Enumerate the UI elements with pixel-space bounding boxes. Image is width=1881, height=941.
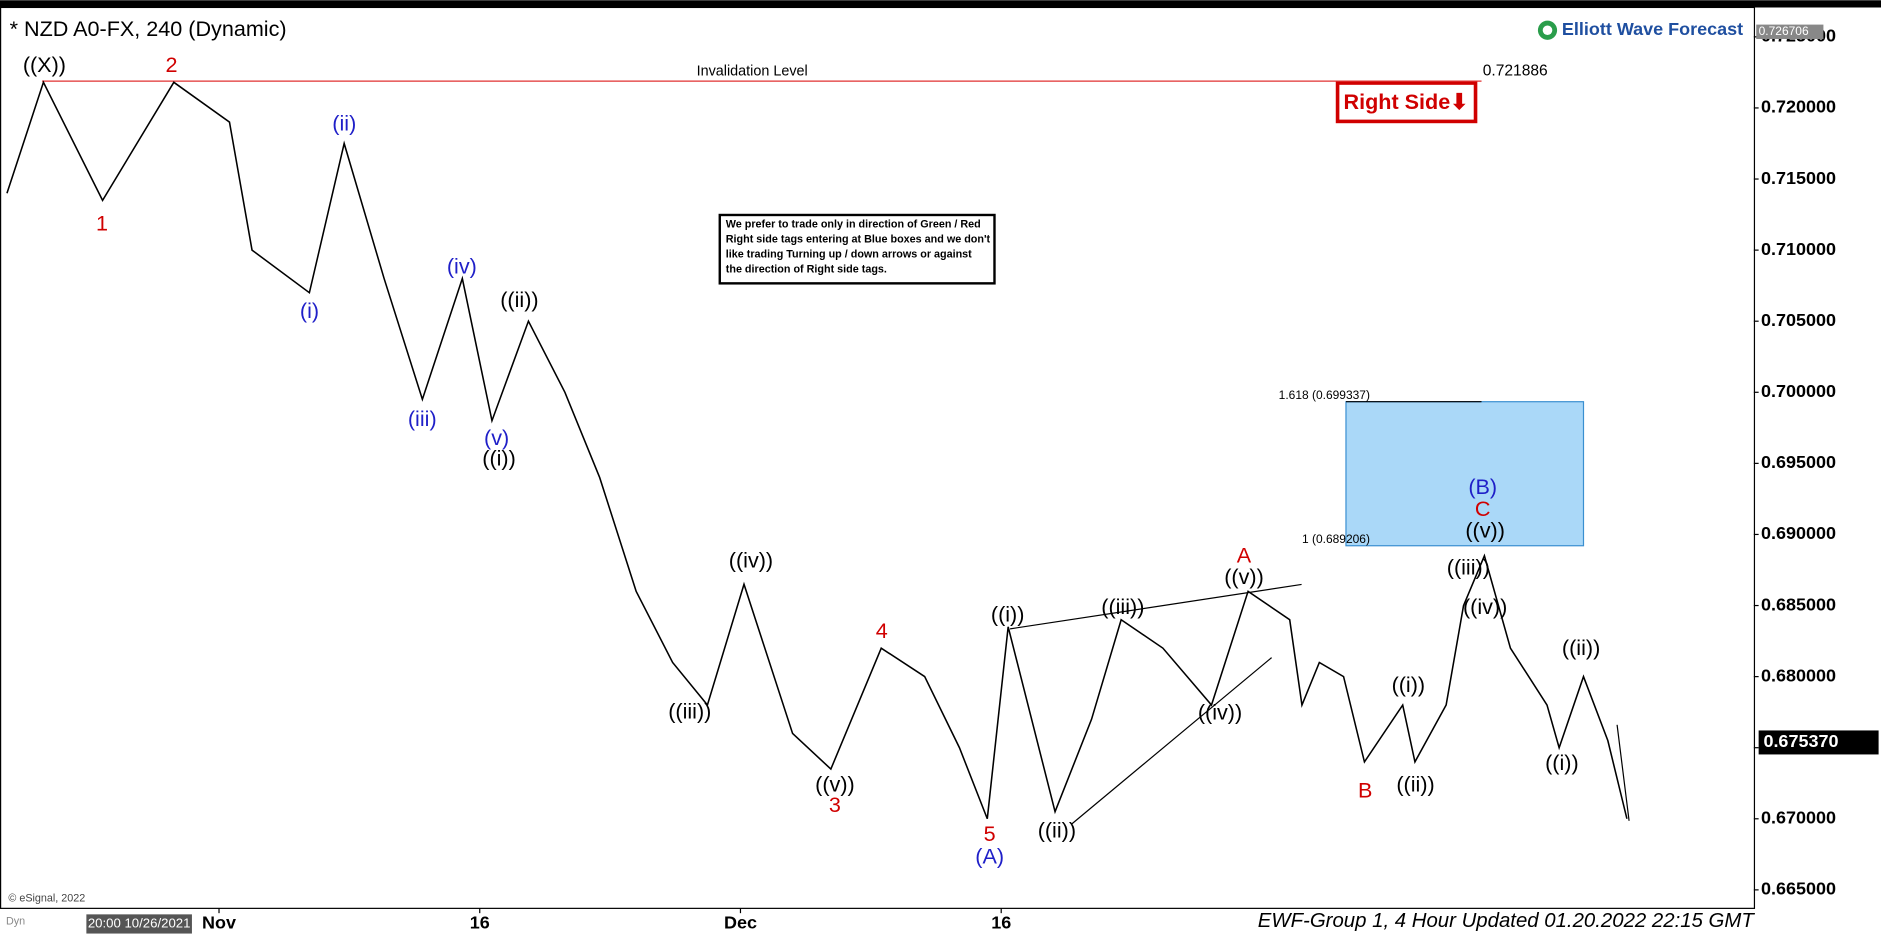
wave-label: ((iii)) xyxy=(668,699,711,724)
x-tick-label: Nov xyxy=(202,913,236,933)
wave-label: ((v)) xyxy=(1224,564,1264,589)
x-tick-label: 16 xyxy=(991,913,1011,933)
fib-label: 1 (0.689206) xyxy=(1302,532,1370,546)
wave-label: ((ii)) xyxy=(1396,772,1434,797)
wave-label: (A) xyxy=(975,844,1004,869)
y-tick-label: 0.695000 xyxy=(1761,452,1836,472)
y-tick-label: 0.710000 xyxy=(1761,239,1836,259)
last-price: 0.675370 xyxy=(1763,731,1838,751)
trendline xyxy=(1009,583,1302,630)
wave-label: ((ii)) xyxy=(1562,635,1600,660)
top-price-box xyxy=(1756,24,1824,39)
y-tick-label: 0.685000 xyxy=(1761,594,1836,614)
wave-label: (B) xyxy=(1468,474,1497,499)
wave-label: (i) xyxy=(300,298,319,323)
wave-label: ((X)) xyxy=(23,52,66,77)
price-line xyxy=(6,80,1628,820)
projection-line xyxy=(1616,724,1630,821)
wave-label: ((i)) xyxy=(482,445,516,470)
x-tick-label: Dec xyxy=(724,913,757,933)
wave-label: (ii) xyxy=(332,111,356,136)
wave-label: ((ii)) xyxy=(500,287,538,312)
y-tick-label: 0.705000 xyxy=(1761,310,1836,330)
cursor-time: 20:00 10/26/2021 xyxy=(88,915,191,930)
cursor-time-box xyxy=(86,914,192,934)
wave-label: C xyxy=(1475,496,1491,521)
wave-label: B xyxy=(1358,778,1372,803)
y-tick-label: 0.715000 xyxy=(1761,168,1836,188)
y-tick-label: 0.690000 xyxy=(1761,523,1836,543)
wave-label: (iii) xyxy=(408,406,437,431)
wave-label: A xyxy=(1237,543,1252,568)
note-line: like trading Turning up / down arrows or… xyxy=(726,248,972,260)
x-tick-label: 16 xyxy=(470,913,490,933)
y-tick-label: 0.700000 xyxy=(1761,381,1836,401)
trendline xyxy=(1070,657,1272,825)
brand-logo-inner xyxy=(1542,25,1553,36)
wave-label: ((v)) xyxy=(1465,517,1505,542)
chart-title: * NZD A0-FX, 240 (Dynamic) xyxy=(10,16,287,41)
last-price-box xyxy=(1758,730,1879,755)
wave-label: 5 xyxy=(984,821,996,846)
wave-label: ((v)) xyxy=(815,772,855,797)
wave-label: ((iii)) xyxy=(1101,594,1144,619)
y-tick-label: 0.665000 xyxy=(1761,879,1836,899)
wave-label: (v) xyxy=(484,425,509,450)
right-side-tag: Right Side⬇ xyxy=(1344,89,1469,114)
wave-label: 1 xyxy=(96,210,108,235)
footer: EWF-Group 1, 4 Hour Updated 01.20.2022 2… xyxy=(1258,910,1756,932)
wave-label: 2 xyxy=(166,52,178,77)
wave-label: ((i)) xyxy=(1545,750,1579,775)
wave-label: 4 xyxy=(876,618,888,643)
top-price: 0.726706 xyxy=(1759,24,1809,38)
invalidation-value: 0.721886 xyxy=(1483,63,1548,80)
wave-label: ((i)) xyxy=(1392,672,1426,697)
note-line: Right side tags entering at Blue boxes a… xyxy=(726,233,991,245)
wave-label: ((ii)) xyxy=(1038,817,1076,842)
note-line: the direction of Right side tags. xyxy=(726,263,887,275)
invalidation-label: Invalidation Level xyxy=(697,63,808,79)
y-tick-label: 0.680000 xyxy=(1761,665,1836,685)
wave-label: ((iii)) xyxy=(1447,555,1490,580)
note-line: We prefer to trade only in direction of … xyxy=(726,218,981,230)
wave-label: (iv) xyxy=(447,253,477,278)
y-tick-label: 0.720000 xyxy=(1761,97,1836,117)
brand: Elliott Wave Forecast xyxy=(1562,19,1743,39)
wave-label: 3 xyxy=(829,792,841,817)
y-tick-label: 0.670000 xyxy=(1761,808,1836,828)
wave-label: ((i)) xyxy=(991,601,1025,626)
note-box xyxy=(718,213,996,285)
blue-box xyxy=(1345,401,1585,547)
dyn: Dyn xyxy=(6,915,25,927)
wave-label: ((iv)) xyxy=(729,547,773,572)
wave-label: ((iv)) xyxy=(1198,700,1242,725)
fib-label: 1.618 (0.699337) xyxy=(1279,388,1370,402)
wave-label: ((iv)) xyxy=(1463,594,1507,619)
right-side-box xyxy=(1335,81,1478,124)
source: © eSignal, 2022 xyxy=(8,893,85,905)
